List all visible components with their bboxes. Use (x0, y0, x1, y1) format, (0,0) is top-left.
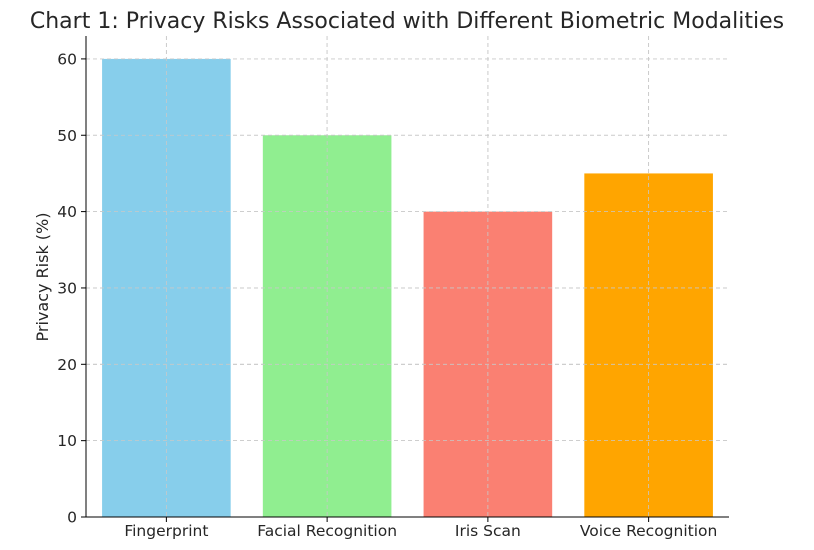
x-tick-label: Iris Scan (455, 522, 521, 540)
x-tick-label: Voice Recognition (580, 522, 717, 540)
y-tick-label: 10 (57, 432, 77, 450)
y-tick-label: 50 (57, 127, 77, 145)
y-axis-label: Privacy Risk (%) (33, 213, 52, 342)
chart-title: Chart 1: Privacy Risks Associated with D… (30, 9, 784, 34)
y-tick-label: 40 (57, 203, 77, 221)
x-tick-label: Facial Recognition (257, 522, 397, 540)
y-tick-label: 0 (67, 509, 77, 527)
axes: 0 10 20 30 40 50 60 Fingerprint Facial Recogniti… (57, 36, 729, 540)
grid-overlay (86, 36, 729, 518)
y-tick-label: 30 (57, 279, 77, 297)
y-tick-label: 60 (57, 50, 77, 68)
y-tick-label: 20 (57, 356, 77, 374)
x-tick-label: Fingerprint (124, 522, 208, 540)
